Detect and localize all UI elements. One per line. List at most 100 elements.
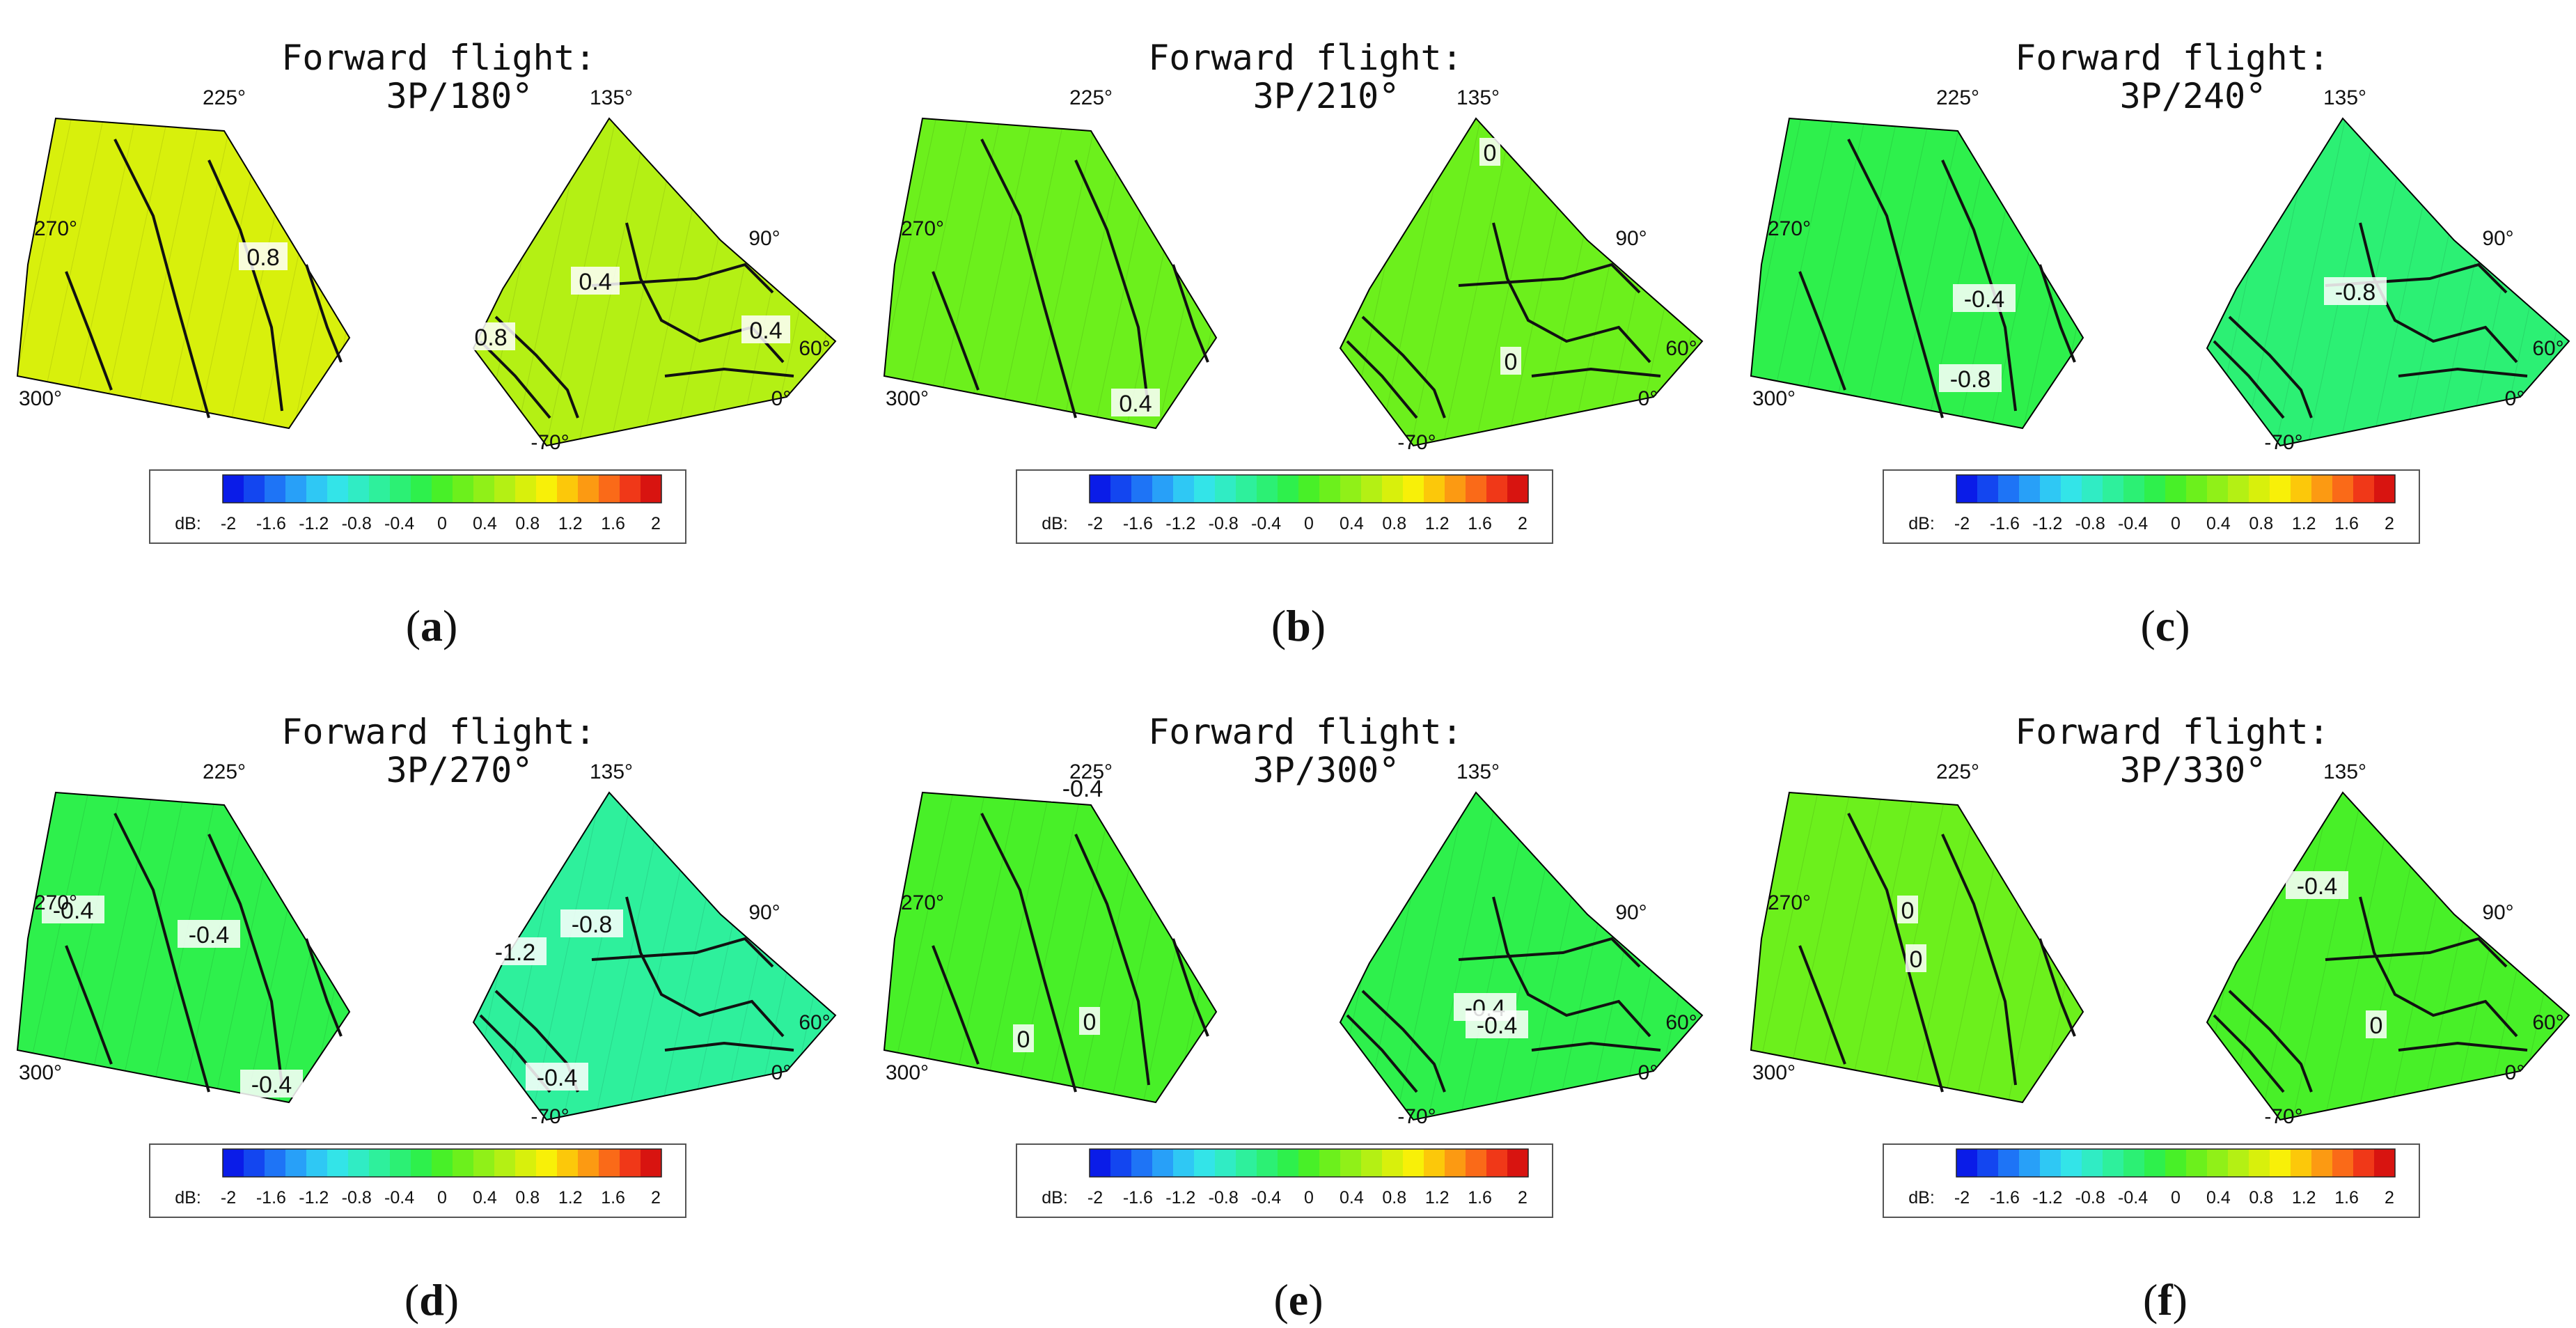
colorbar-swatch (2207, 1149, 2229, 1177)
colorbar-tick: -1.6 (1990, 1188, 2020, 1208)
colorbar-swatch (473, 1149, 495, 1177)
colorbar-swatch (578, 1149, 599, 1177)
contour-line (591, 937, 774, 968)
colorbar-tick: -1.6 (256, 1188, 286, 1208)
colorbar-swatch (599, 1149, 620, 1177)
colorbar-outline (1956, 474, 2396, 503)
colorbar-tick: 0.4 (1340, 514, 1364, 533)
angle-label: 90° (748, 901, 780, 924)
angle-label: 60° (1665, 1011, 1697, 1034)
colorbar-tick: -0.8 (342, 514, 372, 533)
contour-line (1361, 990, 1446, 1093)
colorbar-tick: -1.2 (299, 514, 329, 533)
angle-label: 225° (1069, 760, 1113, 783)
colorbar-tick: 0.4 (1340, 1188, 1364, 1208)
panel-caption: (f) (2143, 1275, 2188, 1325)
angle-label: 60° (1665, 337, 1697, 360)
panel-title-line2: 3P/210° (1253, 76, 1400, 116)
colorbar-swatch (1152, 1149, 1174, 1177)
contour-label-bg (2366, 1010, 2387, 1038)
colorbar-swatch (1131, 1149, 1153, 1177)
contour-line (113, 813, 210, 1093)
colorbar-tick: 1.6 (601, 514, 625, 533)
angle-label: 90° (748, 227, 780, 250)
panel-title-line1: Forward flight: (281, 38, 596, 78)
colorbar-swatch (1361, 1149, 1383, 1177)
contour-line (980, 139, 1077, 419)
colorbar-swatch (1466, 475, 1487, 503)
colorbar-swatch (265, 475, 286, 503)
colorbar-swatch (2207, 475, 2229, 503)
colorbar-swatch (1090, 475, 1111, 503)
colorbar-tick: 0 (437, 1188, 447, 1208)
panel-title-line2: 3P/330° (2120, 750, 2267, 790)
panel-title-line2: 3P/240° (2120, 76, 2267, 116)
colorbar-tick: 1.2 (558, 514, 583, 533)
colorbar-swatch (1110, 1149, 1132, 1177)
colorbar-outline (222, 1148, 662, 1178)
angle-label: 300° (886, 1061, 929, 1084)
contour-line (2228, 990, 2313, 1093)
contour-label-bg (178, 920, 240, 948)
contour-line (2398, 1041, 2528, 1052)
contour-line (1531, 1041, 1661, 1052)
colorbar-swatch (599, 475, 620, 503)
colorbar-swatch (327, 475, 349, 503)
panel-caption: (c) (2140, 601, 2190, 650)
contour-label-bg (2324, 277, 2387, 305)
angle-label: -70° (1397, 431, 1436, 454)
colorbar-swatch (1298, 475, 1320, 503)
contour-label: 0 (1017, 1026, 1030, 1053)
colorbar-swatch (557, 475, 579, 503)
colorbar-tick: -2 (1954, 514, 1970, 533)
colorbar-swatch (494, 1149, 516, 1177)
colorbar-swatch (2332, 1149, 2354, 1177)
colorbar-swatch (2270, 1149, 2291, 1177)
colorbar-swatch (306, 475, 328, 503)
colorbar-swatch (244, 1149, 265, 1177)
contour-line (207, 834, 283, 1086)
colorbar-swatch (2332, 475, 2354, 503)
angle-label: 270° (1768, 217, 1811, 240)
angle-label: 300° (1752, 1061, 1796, 1084)
colorbar-swatch (2040, 475, 2061, 503)
colorbar-swatch (390, 1149, 411, 1177)
colorbar-swatch (432, 1149, 453, 1177)
contour-label-bg (1897, 896, 1918, 923)
angle-label: 90° (2482, 901, 2513, 924)
colorbar-swatch (1257, 475, 1278, 503)
panel-title-line1: Forward flight: (2015, 38, 2330, 78)
contour-line (2228, 315, 2313, 419)
contour-label: 0.4 (579, 269, 611, 295)
colorbar-swatch (1445, 1149, 1466, 1177)
panel-d: Forward flight:3P/270° -0.4 -0.4 -0.4 -1.2 -0… (16, 712, 837, 1325)
colorbar-swatch (1977, 475, 1999, 503)
contour-label: 0 (1505, 349, 1518, 375)
colorbar-tick: -0.4 (2118, 514, 2148, 533)
colorbar-swatch (2311, 475, 2333, 503)
colorbar-units: dB: (1908, 1188, 1935, 1208)
colorbar-swatch (1340, 1149, 1362, 1177)
angle-label: 270° (34, 217, 77, 240)
contour-line (980, 813, 1077, 1093)
panel-caption: (b) (1271, 601, 1326, 650)
colorbar-swatch (2186, 1149, 2208, 1177)
angle-label: 135° (1456, 760, 1500, 783)
colorbar-outline (222, 474, 662, 503)
contour-label-bg (42, 896, 104, 923)
contour-label-bg (1466, 1010, 1528, 1038)
colorbar-tick: 1.2 (558, 1188, 583, 1208)
colorbar-tick: -1.2 (1165, 514, 1195, 533)
contour-label: 0.4 (749, 318, 782, 344)
colorbar-swatch (578, 475, 599, 503)
contour-label: 0 (2370, 1013, 2383, 1039)
colorbar-swatch (2165, 475, 2187, 503)
colorbar-swatch (515, 1149, 537, 1177)
colorbar-tick: 2 (2385, 1188, 2394, 1208)
contour-line (305, 264, 343, 363)
colorbar-outline (1089, 1148, 1529, 1178)
colorbar-swatch (1257, 1149, 1278, 1177)
colorbar-swatch (641, 475, 662, 503)
contour-line (65, 945, 113, 1065)
contour-label-bg (1111, 389, 1160, 416)
